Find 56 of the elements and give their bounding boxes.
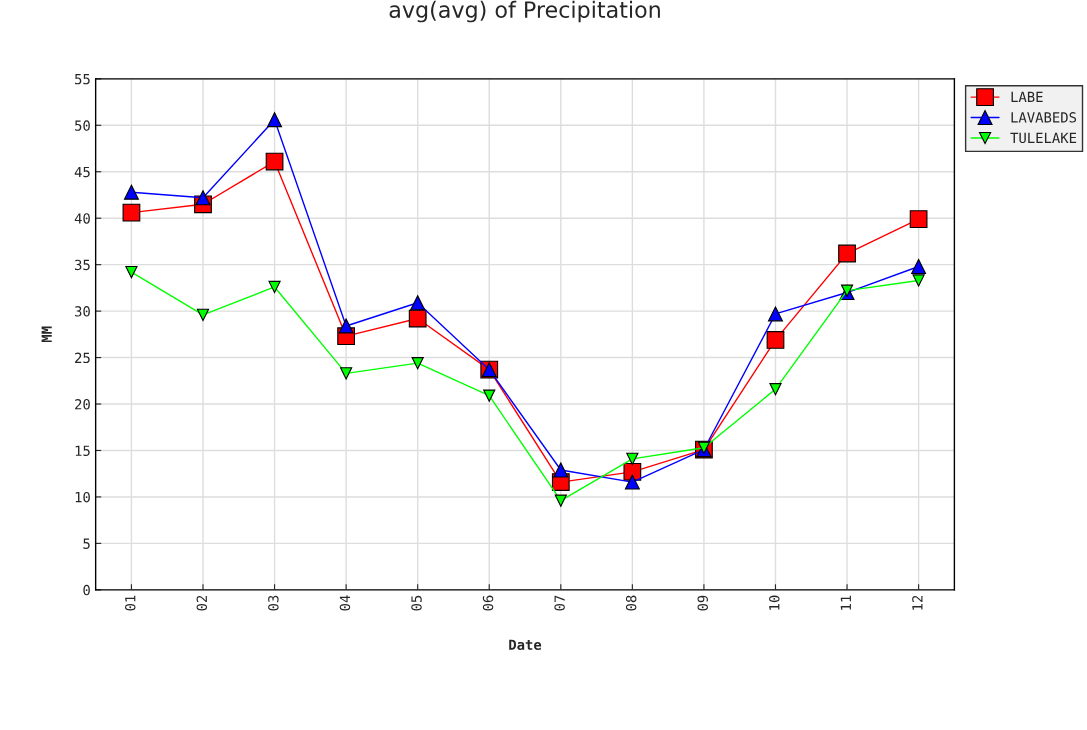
point: [767, 306, 783, 322]
y-tick-label: 55: [75, 74, 90, 85]
legend-label: TULELAKE: [1010, 132, 1077, 144]
y-tick-label: 50: [75, 120, 90, 131]
point: [267, 112, 283, 128]
x-tick-label: 06: [482, 595, 494, 611]
point: [626, 452, 639, 465]
y-tick-label: 35: [75, 259, 90, 271]
x-tick-label: 01: [125, 595, 136, 611]
point: [338, 318, 354, 334]
x-tick-label: 05: [411, 595, 422, 611]
x-tick-label: 11: [840, 595, 851, 610]
x-tick-label: 08: [625, 595, 637, 611]
y-tick-label: 0: [83, 584, 90, 596]
point: [125, 265, 138, 279]
point: [909, 210, 928, 229]
x-tick-label: 02: [196, 595, 208, 611]
x-axis-title: Date: [509, 639, 542, 650]
y-tick-label: 20: [75, 399, 90, 410]
x-tick-label: 04: [339, 595, 351, 611]
point: [265, 152, 284, 171]
y-tick-label: 30: [75, 306, 90, 317]
point: [410, 295, 426, 311]
legend-label: LAVABEDS: [1011, 112, 1077, 123]
point: [769, 383, 782, 396]
point: [195, 190, 211, 206]
x-tick-label: 12: [912, 595, 923, 610]
point: [554, 494, 567, 507]
x-tick-label: 09: [697, 595, 708, 611]
point: [123, 184, 139, 200]
point: [553, 462, 569, 478]
point: [196, 308, 210, 321]
y-tick-label: 40: [74, 213, 90, 224]
y-tick-label: 15: [75, 445, 90, 456]
point: [483, 389, 496, 402]
point: [911, 259, 927, 275]
y-tick-label: 5: [83, 538, 90, 549]
legend-label: LABE: [1011, 91, 1043, 102]
point: [838, 244, 856, 263]
y-axis-title: MM: [41, 326, 52, 343]
x-tick-label: 07: [554, 595, 565, 611]
point: [912, 274, 925, 287]
y-tick-label: 25: [75, 352, 90, 364]
point: [624, 474, 640, 490]
point: [408, 309, 427, 328]
point: [340, 367, 353, 380]
x-tick-label: 10: [769, 595, 780, 610]
point: [268, 280, 281, 294]
point: [411, 357, 424, 370]
x-tick-label: 03: [268, 595, 279, 611]
y-tick-label: 45: [74, 166, 90, 178]
y-tick-label: 10: [75, 491, 90, 503]
point: [766, 331, 785, 349]
chart-title: avg(avg) of Precipitation: [389, 0, 660, 23]
point: [122, 203, 141, 222]
point: [840, 284, 854, 297]
